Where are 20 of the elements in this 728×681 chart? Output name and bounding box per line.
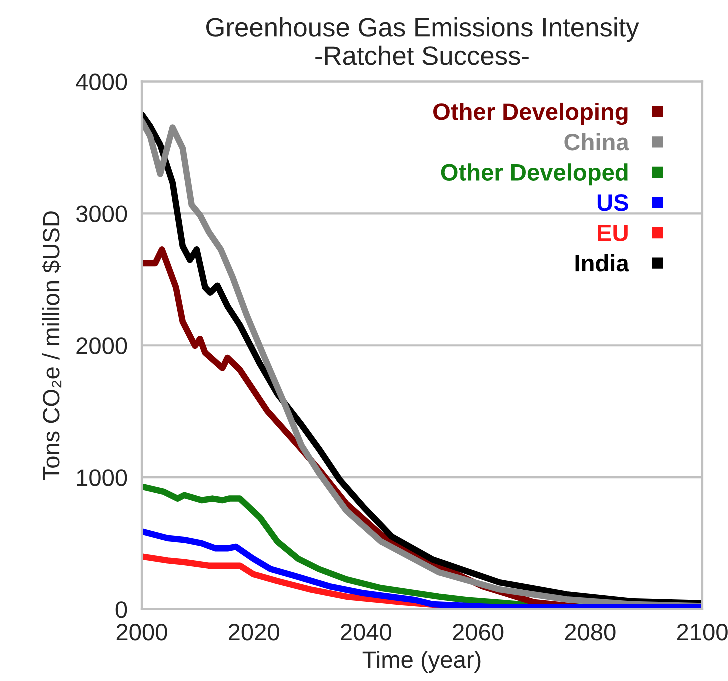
legend-label: India <box>576 254 630 272</box>
chart-title: Greenhouse Gas Emissions Intensity -Ratchet Success- <box>206 18 640 66</box>
legend-label: Other Developed <box>441 164 628 186</box>
x-tick-label: 2000 <box>116 624 168 641</box>
x-tick-label: 2100 <box>677 624 728 641</box>
y-tick-label: 1000 <box>77 470 128 486</box>
x-tick-label: 2060 <box>453 624 504 641</box>
x-tick-label: 2080 <box>565 624 616 641</box>
x-tick-label: 2040 <box>341 624 392 641</box>
x-tick-label: 2020 <box>229 624 280 641</box>
y-tick-label: 3000 <box>76 206 128 222</box>
legend-label: EU <box>598 225 628 242</box>
y-tick-label: 0 <box>116 602 128 618</box>
y-tick-label: 4000 <box>76 74 128 91</box>
legend-label: Other Developing <box>434 102 628 126</box>
legend-label: China <box>564 133 630 151</box>
x-axis-title: Time (year) <box>362 650 481 673</box>
y-tick-label: 2000 <box>76 338 128 354</box>
y-axis-title: Tons CO₂e / million $USD <box>42 212 62 480</box>
legend-label: US <box>598 194 628 212</box>
